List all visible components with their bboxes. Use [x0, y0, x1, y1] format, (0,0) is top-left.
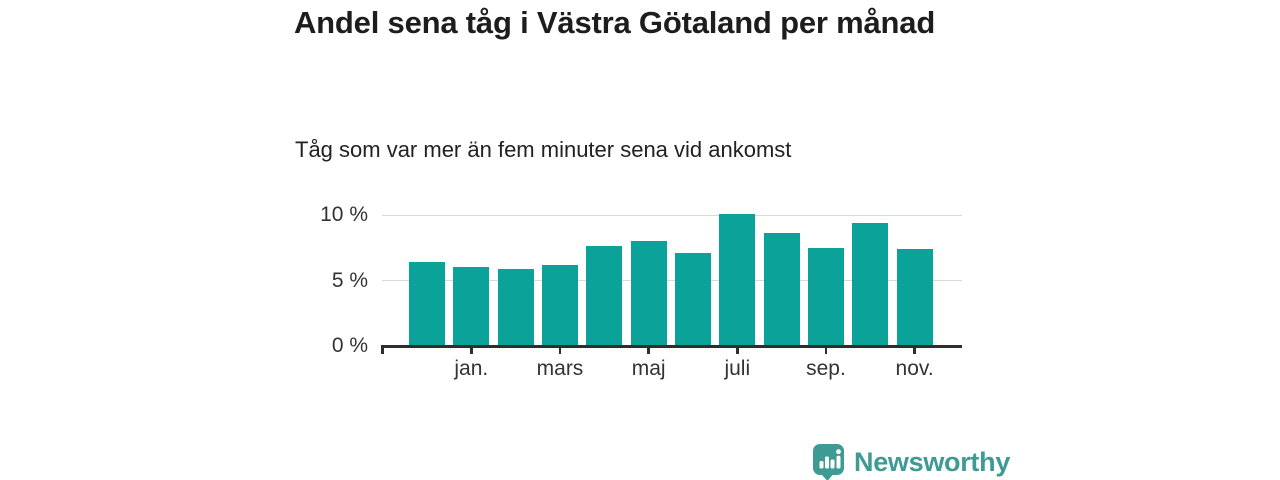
- bar-juni: [674, 253, 711, 346]
- bar-juli: [719, 213, 756, 346]
- newsworthy-logo-icon: [813, 444, 844, 480]
- bar-nov.: [896, 249, 933, 346]
- chart-subtitle: Tåg som var mer än fem minuter sena vid …: [295, 137, 792, 162]
- y-axis-label-10: 10 %: [320, 203, 368, 226]
- x-axis-label-maj: maj: [631, 357, 666, 380]
- y-axis-label-0: 0 %: [331, 334, 368, 357]
- bar-feb.: [497, 268, 534, 346]
- x-axis-label-nov: nov.: [895, 357, 934, 380]
- bar-jan.: [453, 267, 490, 346]
- x-axis-label-mars: mars: [536, 357, 584, 380]
- bar-mars: [541, 264, 578, 346]
- chart-title: Andel sena tåg i Västra Götaland per mån…: [294, 5, 936, 40]
- x-axis-line: [381, 344, 962, 348]
- newsworthy-logo[interactable]: Newsworthy: [812, 443, 1010, 480]
- plot-area: jan. mars maj juli sep. nov.: [381, 213, 962, 380]
- bar-aug.: [763, 233, 800, 346]
- x-tick-sep: [824, 347, 828, 354]
- bar-sep.: [807, 247, 844, 346]
- bar-maj: [630, 241, 667, 346]
- x-tick-juli: [736, 347, 739, 354]
- x-tick-mars: [558, 347, 562, 354]
- newsworthy-logo-text: Newsworthy: [854, 447, 1011, 477]
- bar-dec.: [409, 262, 445, 346]
- bar-okt.: [852, 222, 889, 346]
- bar-april: [586, 246, 623, 346]
- gridline-5: [382, 280, 962, 281]
- x-axis-label-juli: juli: [724, 357, 751, 380]
- x-axis-label-sep: sep.: [806, 357, 846, 380]
- x-tick-maj: [647, 347, 650, 354]
- gridline-10: [382, 214, 962, 216]
- x-axis-label-jan: jan.: [454, 357, 489, 380]
- y-axis: 0 % 5 % 10 %: [280, 203, 368, 357]
- y-axis-label-5: 5 %: [331, 268, 368, 292]
- x-axis-start-tick: [381, 347, 384, 354]
- x-tick-nov: [913, 347, 916, 354]
- x-tick-jan: [470, 347, 473, 354]
